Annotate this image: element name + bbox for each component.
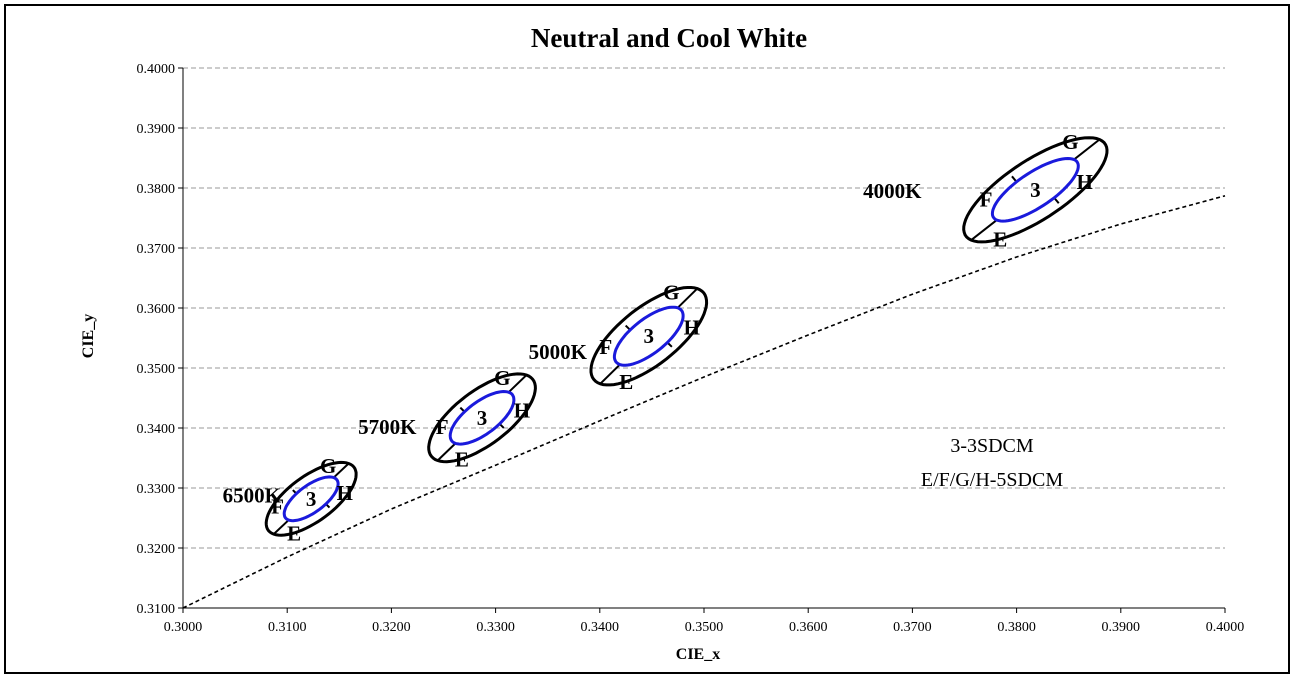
x-tick-label: 0.3900 — [1102, 620, 1141, 635]
bin-divider — [333, 462, 350, 479]
y-tick-label: 0.4000 — [137, 62, 176, 77]
cct-label: 6500K — [223, 483, 282, 507]
bin-label-F: F — [271, 494, 284, 518]
bin-label-H: H — [337, 481, 353, 505]
x-tick-label: 0.3400 — [581, 620, 620, 635]
x-tick-label: 0.3600 — [789, 620, 828, 635]
y-tick-label: 0.3200 — [137, 542, 176, 557]
bin-label-E: E — [455, 447, 469, 471]
bin-label-E: E — [619, 370, 633, 394]
y-tick-label: 0.3300 — [137, 482, 176, 497]
bin-divider — [507, 374, 528, 393]
bin-divider — [599, 363, 621, 385]
blackbody-curve — [182, 195, 1226, 609]
x-tick-label: 0.3000 — [164, 620, 203, 635]
inner-label: 3 — [644, 324, 655, 348]
y-tick-label: 0.3400 — [137, 422, 176, 437]
note-5sdcm: E/F/G/H-5SDCM — [921, 469, 1063, 491]
region-6500K: 3EF GH 6500K — [223, 454, 358, 546]
y-tick-label: 0.3700 — [137, 242, 176, 257]
cct-label: 5700K — [358, 415, 417, 439]
bin-divider — [970, 219, 998, 241]
bin-label-F: F — [599, 335, 612, 359]
region-5000K: 3EF GH 5000K — [529, 280, 709, 394]
bin-label-G: G — [494, 366, 510, 390]
bin-label-G: G — [663, 280, 679, 304]
outer-ellipse-5sdcm — [427, 372, 537, 464]
chart-frame: Neutral and Cool White 0.3100 0.3200 0.330… — [4, 4, 1290, 674]
region-4000K: 3 EF GH 4000K — [863, 130, 1109, 251]
x-tick-label: 0.3300 — [476, 620, 515, 635]
bin-label-H: H — [514, 398, 530, 422]
bin-label-G: G — [1062, 130, 1078, 154]
y-axis-label: CIE_y — [80, 314, 97, 358]
x-tick-label: 0.4000 — [1206, 620, 1245, 635]
bin-label-E: E — [993, 227, 1007, 251]
bin-divider — [676, 287, 698, 309]
inner-ellipse-3sdcm — [990, 156, 1080, 223]
grid-layer — [183, 67, 1225, 549]
tick-layer: 0.3100 0.3200 0.3300 0.3400 0.3500 0.3600 0.37… — [137, 62, 1245, 635]
bin-divider — [436, 442, 457, 462]
inner-ellipse-3sdcm — [612, 305, 685, 367]
bin-label-F: F — [436, 415, 449, 439]
bin-label-F: F — [980, 187, 993, 211]
y-tick-label: 0.3800 — [137, 182, 176, 197]
y-tick-label: 0.3600 — [137, 302, 176, 317]
inner-ellipse-3sdcm — [282, 475, 340, 523]
note-3sdcm: 3-3SDCM — [950, 435, 1034, 457]
cct-label: 5000K — [529, 340, 588, 364]
bin-divider — [273, 519, 290, 535]
y-tick-label: 0.3100 — [137, 602, 176, 617]
bin-label-G: G — [320, 454, 336, 478]
bin-divider — [1073, 138, 1101, 161]
x-tick-label: 0.3200 — [372, 620, 411, 635]
x-tick-label: 0.3500 — [685, 620, 724, 635]
inner-label: 3 — [306, 487, 317, 511]
bin-label-H: H — [1076, 170, 1092, 194]
inner-ellipse-3sdcm — [448, 389, 516, 446]
region-5700K: 3EF GH 5700K — [358, 366, 537, 471]
inner-label: 3 — [477, 406, 488, 430]
x-tick-label: 0.3100 — [268, 620, 307, 635]
x-axis-label: CIE_x — [676, 646, 720, 663]
y-tick-label: 0.3900 — [137, 122, 176, 137]
outer-ellipse-5sdcm — [962, 136, 1109, 244]
bin-label-E: E — [287, 522, 301, 546]
y-tick-label: 0.3500 — [137, 362, 176, 377]
chart-svg: Neutral and Cool White 0.3100 0.3200 0.330… — [80, 23, 1245, 663]
cct-label: 4000K — [863, 179, 922, 203]
x-tick-label: 0.3800 — [997, 620, 1036, 635]
chart-title: Neutral and Cool White — [531, 23, 807, 53]
bin-label-H: H — [684, 315, 700, 339]
inner-label: 3 — [1030, 178, 1041, 202]
x-tick-label: 0.3700 — [893, 620, 932, 635]
